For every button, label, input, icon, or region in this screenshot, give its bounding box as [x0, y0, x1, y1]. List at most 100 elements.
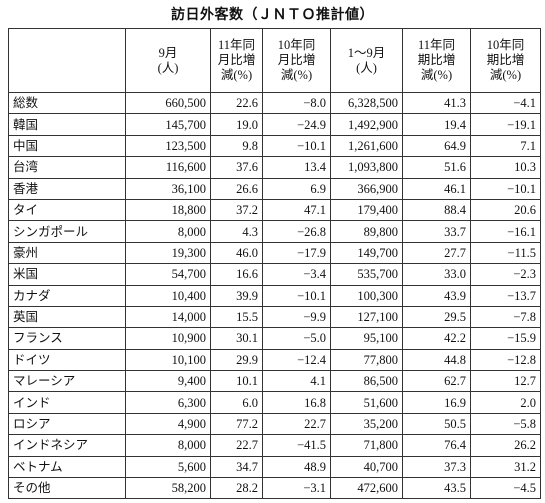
cell: 6,328,500 — [330, 91, 403, 115]
table-row: ベトナム 5,600 34.7 48.9 40,700 37.3 31.2 — [8, 455, 541, 479]
cell: −11.5 — [470, 241, 541, 265]
cell: 1,261,600 — [330, 134, 403, 158]
column-header: 10年同 月比増 減(%) — [262, 28, 331, 93]
cell: 27.7 — [402, 241, 471, 265]
cell: 18,800 — [125, 198, 211, 222]
cell: 16.9 — [402, 391, 471, 414]
cell: 46.1 — [402, 177, 471, 200]
cell: 123,500 — [125, 134, 211, 158]
header-row: 9月 (人) 11年同 月比増 減(%) 10年同 月比増 減(%) 1～9月 (人)… — [8, 28, 541, 93]
row-label: ベトナム — [8, 455, 126, 479]
cell: 4.1 — [262, 370, 331, 393]
cell: 15.5 — [210, 305, 263, 329]
cell: 54,700 — [125, 263, 211, 286]
row-label: 台湾 — [8, 156, 126, 179]
cell: 19.0 — [210, 113, 263, 136]
table-row: 中国 123,500 9.8 −10.1 1,261,600 64.9 7.1 — [8, 134, 541, 158]
row-label: 米国 — [8, 263, 126, 286]
row-label: タイ — [8, 198, 126, 222]
cell: 29.5 — [402, 305, 471, 329]
cell: 77.2 — [210, 412, 263, 436]
cell: 58,200 — [125, 477, 211, 500]
cell: 51.6 — [402, 156, 471, 179]
cell: 22.7 — [262, 412, 331, 436]
row-label: インドネシア — [8, 434, 126, 457]
row-label: マレーシア — [8, 370, 126, 393]
cell: −10.1 — [262, 284, 331, 307]
cell: 472,600 — [330, 477, 403, 500]
cell: 42.2 — [402, 327, 471, 350]
cell: −16.1 — [470, 220, 541, 243]
cell: 35,200 — [330, 412, 403, 436]
cell: −12.8 — [470, 348, 541, 372]
cell: 48.9 — [262, 455, 331, 479]
table-row: 米国 54,700 16.6 −3.4 535,700 33.0 −2.3 — [8, 263, 541, 286]
cell: −10.1 — [262, 134, 331, 158]
cell: −13.7 — [470, 284, 541, 307]
cell: −5.0 — [262, 327, 331, 350]
row-label: その他 — [8, 477, 126, 500]
cell: −8.0 — [262, 91, 331, 115]
row-label: シンガポール — [8, 220, 126, 243]
cell: 33.0 — [402, 263, 471, 286]
cell: 145,700 — [125, 113, 211, 136]
cell: −26.8 — [262, 220, 331, 243]
cell: 34.7 — [210, 455, 263, 479]
cell: 30.1 — [210, 327, 263, 350]
cell: 41.3 — [402, 91, 471, 115]
cell: 100,300 — [330, 284, 403, 307]
row-label: 総数 — [8, 91, 126, 115]
cell: 51,600 — [330, 391, 403, 414]
column-header: 11年同 月比増 減(%) — [210, 28, 263, 93]
cell: 8,000 — [125, 434, 211, 457]
cell: 71,800 — [330, 434, 403, 457]
row-label: ドイツ — [8, 348, 126, 372]
cell: 88.4 — [402, 198, 471, 222]
cell: 26.2 — [470, 434, 541, 457]
cell: 50.5 — [402, 412, 471, 436]
cell: −17.9 — [262, 241, 331, 265]
row-label: 香港 — [8, 177, 126, 200]
column-header — [8, 28, 126, 93]
cell: 28.2 — [210, 477, 263, 500]
cell: 7.1 — [470, 134, 541, 158]
table-body: 総数 660,500 22.6 −8.0 6,328,500 41.3 −4.1 韓国 145,… — [8, 91, 541, 500]
cell: 4,900 — [125, 412, 211, 436]
cell: 1,492,900 — [330, 113, 403, 136]
table-row: 英国 14,000 15.5 −9.9 127,100 29.5 −7.8 — [8, 305, 541, 329]
cell: −4.1 — [470, 91, 541, 115]
cell: 4.3 — [210, 220, 263, 243]
cell: 89,800 — [330, 220, 403, 243]
cell: 14,000 — [125, 305, 211, 329]
cell: −2.3 — [470, 263, 541, 286]
cell: −10.1 — [470, 177, 541, 200]
cell: 1,093,800 — [330, 156, 403, 179]
cell: 77,800 — [330, 348, 403, 372]
cell: 33.7 — [402, 220, 471, 243]
row-label: 英国 — [8, 305, 126, 329]
cell: 6.0 — [210, 391, 263, 414]
table-row: タイ 18,800 37.2 47.1 179,400 88.4 20.6 — [8, 198, 541, 222]
cell: 6.9 — [262, 177, 331, 200]
table-row: ロシア 4,900 77.2 22.7 35,200 50.5 −5.8 — [8, 412, 541, 436]
table-row: シンガポール 8,000 4.3 −26.8 89,800 33.7 −16.1 — [8, 220, 541, 243]
cell: 179,400 — [330, 198, 403, 222]
cell: 2.0 — [470, 391, 541, 414]
row-label: 豪州 — [8, 241, 126, 265]
cell: 149,700 — [330, 241, 403, 265]
table-row: インドネシア 8,000 22.7 −41.5 71,800 76.4 26.2 — [8, 434, 541, 457]
cell: 8,000 — [125, 220, 211, 243]
cell: 64.9 — [402, 134, 471, 158]
cell: 29.9 — [210, 348, 263, 372]
cell: 76.4 — [402, 434, 471, 457]
cell: 19.4 — [402, 113, 471, 136]
column-header: 11年同 期比増 減(%) — [402, 28, 471, 93]
cell: 10,400 — [125, 284, 211, 307]
cell: 10.1 — [210, 370, 263, 393]
cell: 16.8 — [262, 391, 331, 414]
table-row: カナダ 10,400 39.9 −10.1 100,300 43.9 −13.7 — [8, 284, 541, 307]
table-row: マレーシア 9,400 10.1 4.1 86,500 62.7 12.7 — [8, 370, 541, 393]
row-label: 中国 — [8, 134, 126, 158]
cell: 13.4 — [262, 156, 331, 179]
cell: 86,500 — [330, 370, 403, 393]
